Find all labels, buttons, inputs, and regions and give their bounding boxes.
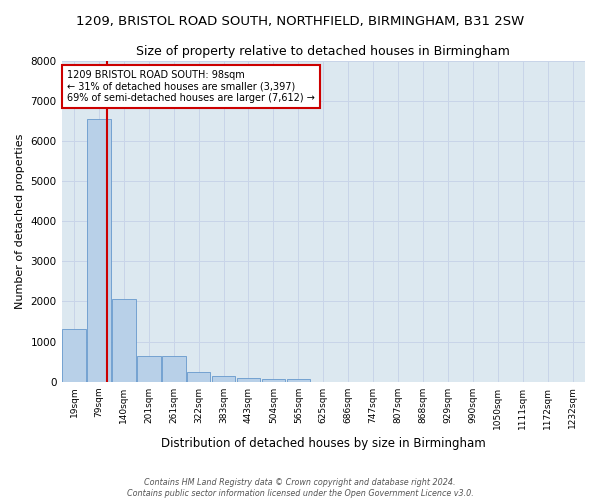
Text: 1209, BRISTOL ROAD SOUTH, NORTHFIELD, BIRMINGHAM, B31 2SW: 1209, BRISTOL ROAD SOUTH, NORTHFIELD, BI… <box>76 15 524 28</box>
Y-axis label: Number of detached properties: Number of detached properties <box>15 134 25 309</box>
Bar <box>236 378 260 382</box>
X-axis label: Distribution of detached houses by size in Birmingham: Distribution of detached houses by size … <box>161 437 485 450</box>
Bar <box>187 372 211 382</box>
Text: 1209 BRISTOL ROAD SOUTH: 98sqm
← 31% of detached houses are smaller (3,397)
69% : 1209 BRISTOL ROAD SOUTH: 98sqm ← 31% of … <box>67 70 314 103</box>
Title: Size of property relative to detached houses in Birmingham: Size of property relative to detached ho… <box>136 45 510 58</box>
Bar <box>112 299 136 382</box>
Bar <box>287 380 310 382</box>
Text: Contains HM Land Registry data © Crown copyright and database right 2024.
Contai: Contains HM Land Registry data © Crown c… <box>127 478 473 498</box>
Bar <box>212 376 235 382</box>
Bar <box>262 380 285 382</box>
Bar <box>87 119 111 382</box>
Bar <box>162 356 185 382</box>
Bar <box>62 329 86 382</box>
Bar <box>137 356 161 382</box>
